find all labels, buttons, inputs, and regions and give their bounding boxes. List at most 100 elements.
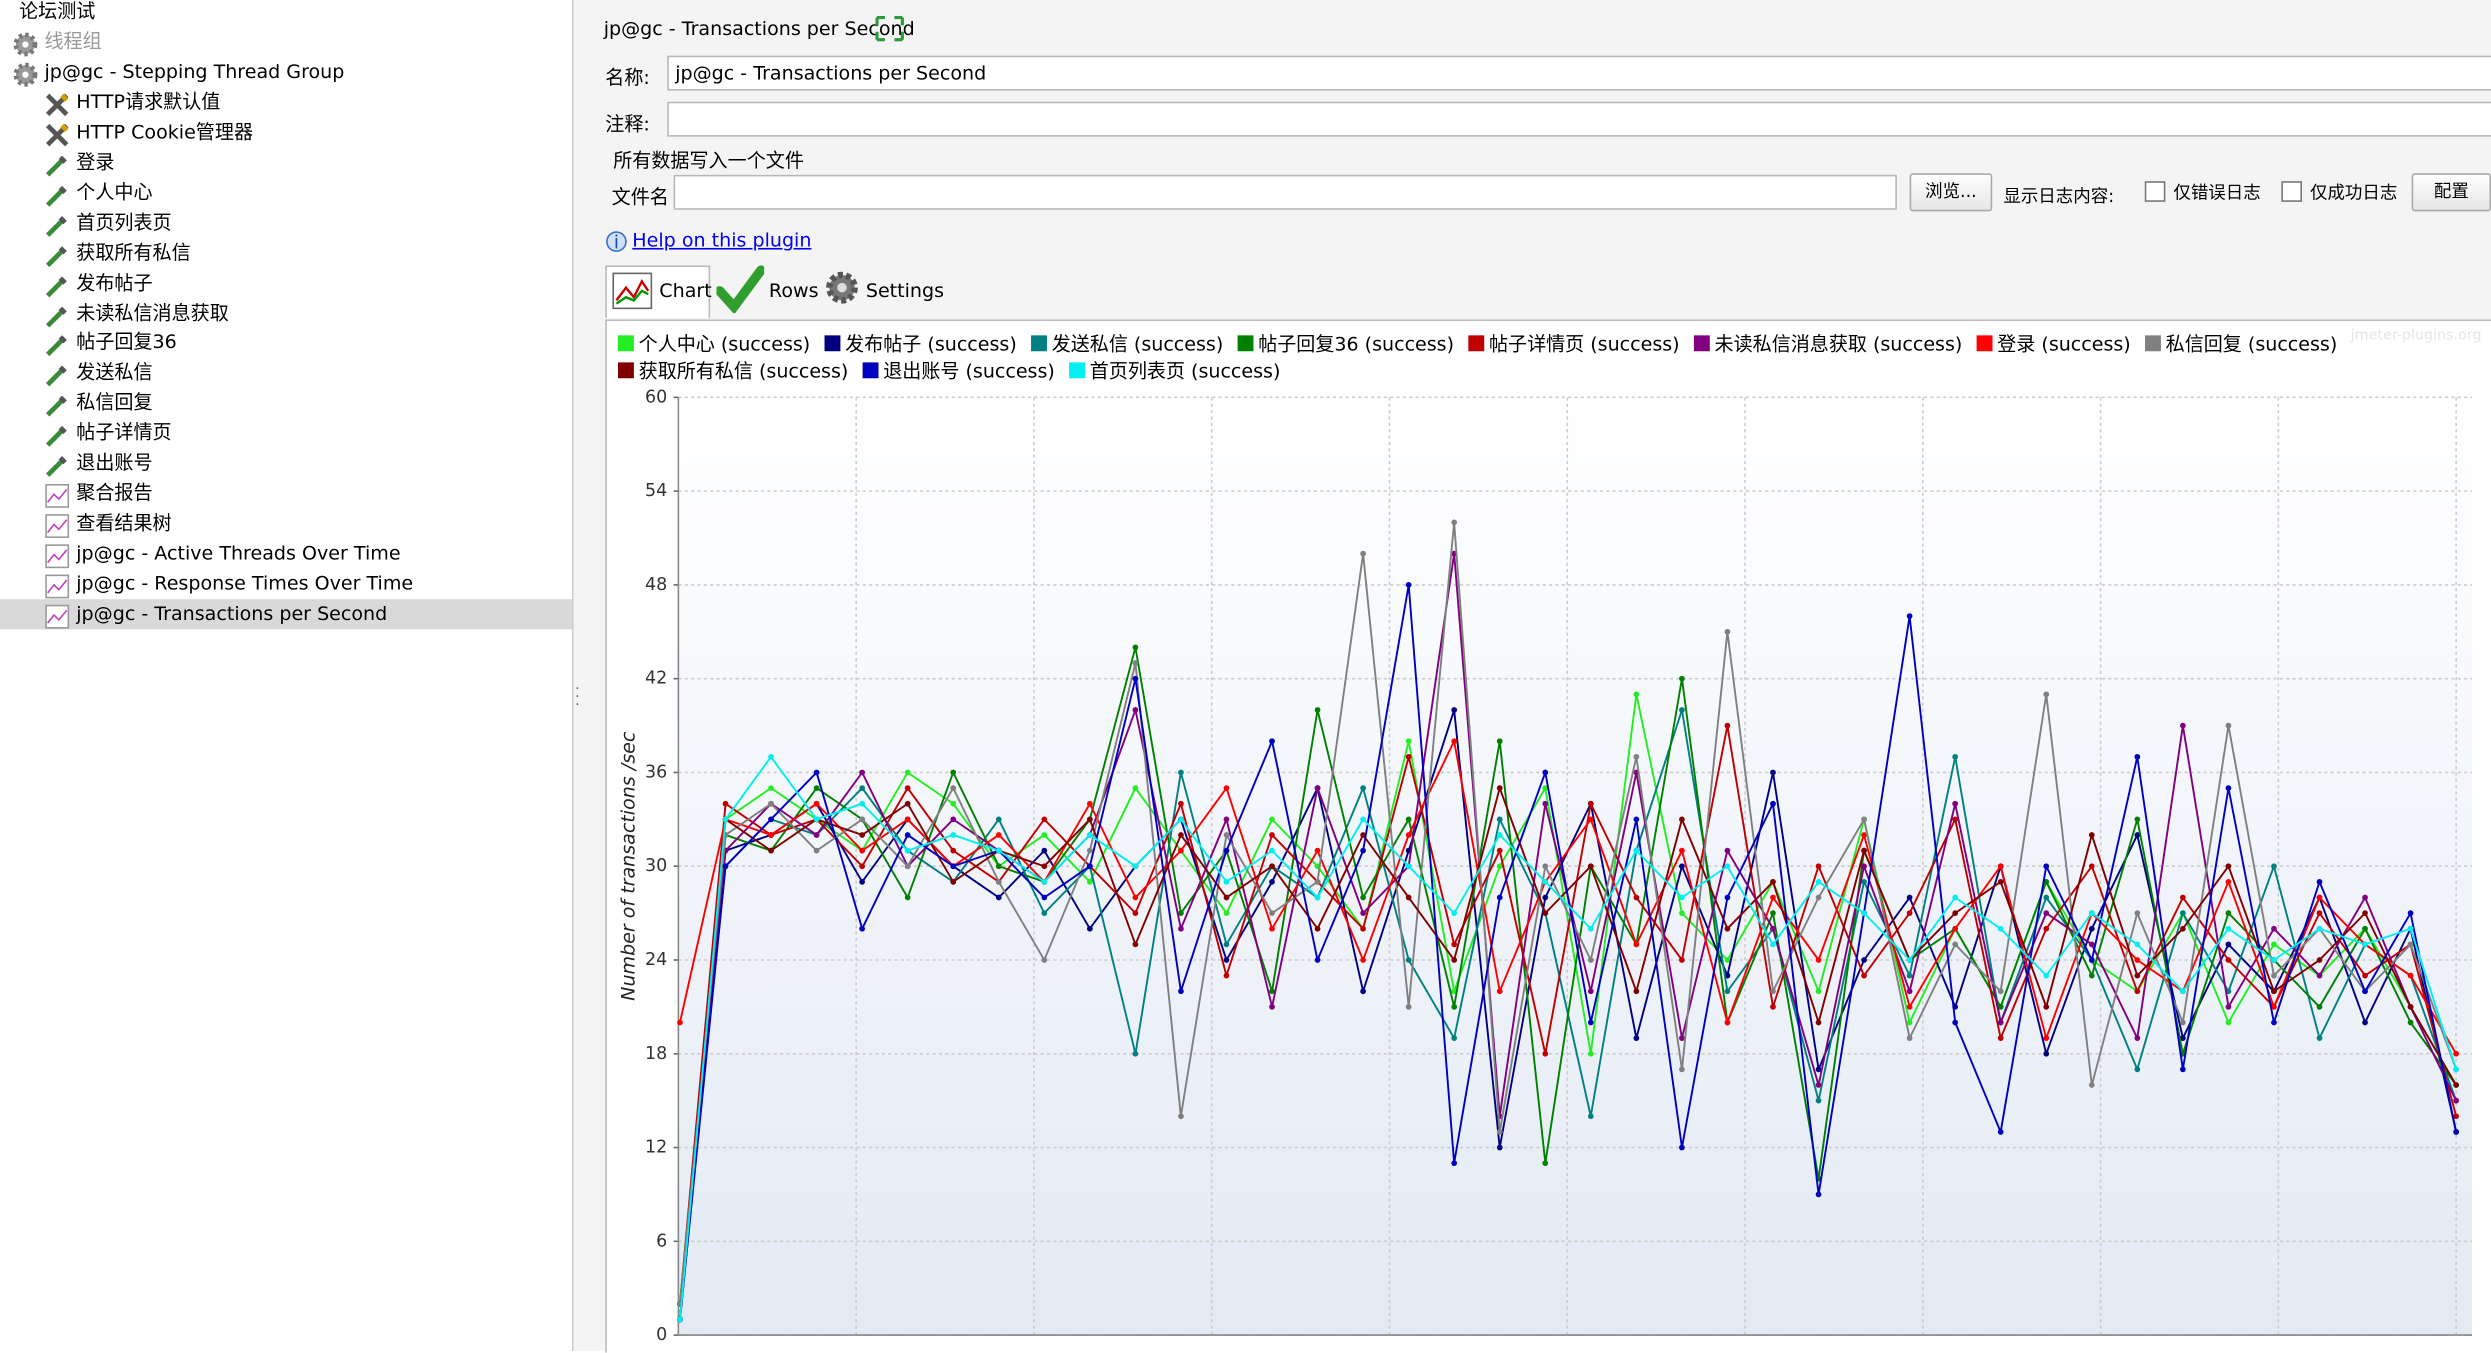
data-point [2180, 910, 2186, 916]
data-point [1086, 847, 1093, 854]
data-point [2043, 691, 2050, 698]
data-point [1587, 1050, 1594, 1057]
data-point [995, 816, 1002, 823]
data-point [2453, 1129, 2459, 1135]
data-point [1724, 847, 1731, 854]
tree-item[interactable]: jp@gc - Transactions per Second [0, 599, 572, 630]
data-point [950, 785, 957, 791]
legend-label: 退出账号 (success) [883, 360, 1055, 382]
tree-item[interactable]: HTTP Cookie管理器 [0, 117, 572, 147]
data-point [2088, 972, 2095, 979]
rows-tab-label[interactable]: Rows [768, 279, 819, 302]
errors-checkbox[interactable] [2144, 181, 2166, 202]
data-point [859, 925, 865, 932]
chart-tab[interactable]: Chart [605, 265, 712, 318]
tree-item[interactable]: 线程组 [0, 27, 572, 57]
tree-item[interactable]: 私信回复 [0, 388, 572, 418]
data-point [1770, 1004, 1776, 1010]
tree-item[interactable]: 查看结果树 [0, 509, 572, 539]
data-point [1952, 800, 1959, 807]
data-point [1496, 738, 1503, 745]
data-point [1679, 910, 1685, 916]
data-point [1861, 847, 1867, 854]
tree-item[interactable]: jp@gc - Active Threads Over Time [0, 539, 572, 569]
tree-item[interactable]: 获取所有私信 [0, 238, 572, 268]
comment-input[interactable] [667, 101, 2491, 137]
series-line [679, 584, 2458, 1320]
tree-item[interactable]: 退出账号 [0, 449, 572, 479]
tree-item[interactable]: 首页列表页 [0, 208, 572, 238]
data-point [904, 894, 911, 901]
legend-label: 私信回复 (success) [2166, 333, 2338, 355]
data-point [1633, 753, 1640, 760]
success-checkbox[interactable] [2281, 181, 2303, 202]
data-point [1223, 894, 1230, 901]
data-point [1997, 878, 2004, 885]
tree-item[interactable]: HTTP请求默认值 [0, 87, 572, 117]
data-point [1132, 910, 1139, 916]
data-point [1906, 957, 1913, 963]
y-tick-label: 30 [645, 856, 667, 876]
legend-swatch [2145, 335, 2161, 352]
tree-item[interactable]: 发送私信 [0, 358, 572, 388]
data-point [995, 832, 1002, 838]
tree-item[interactable]: 发布帖子 [0, 268, 572, 298]
data-point [1178, 1113, 1184, 1120]
data-point [859, 785, 865, 791]
data-point [1496, 1144, 1503, 1151]
tree-item[interactable]: 登录 [0, 147, 572, 177]
data-point [1314, 925, 1321, 932]
data-point [1223, 957, 1230, 963]
file-input[interactable] [673, 174, 1897, 210]
data-point [2362, 941, 2368, 948]
expand-icon[interactable] [875, 15, 904, 42]
success-label: 仅成功日志 [2309, 182, 2398, 204]
data-point [1360, 910, 1366, 916]
browse-button[interactable]: 浏览... [1909, 173, 1993, 212]
data-point [2225, 722, 2232, 729]
tree-label: 退出账号 [76, 451, 153, 475]
series-line [679, 784, 2457, 1320]
data-point [950, 832, 957, 838]
tree-icon [44, 453, 67, 478]
data-point [1633, 988, 1640, 995]
data-point [722, 863, 729, 870]
name-input[interactable]: jp@gc - Transactions per Second [667, 55, 2491, 91]
data-point [2043, 878, 2050, 885]
tree-item[interactable]: 帖子回复36 [0, 328, 572, 358]
configure-button[interactable]: 配置 [2411, 173, 2491, 212]
tree-item[interactable]: 论坛测试 [0, 0, 572, 27]
data-point [1815, 1082, 1822, 1088]
data-point [1496, 832, 1503, 838]
rows-tab-icon [716, 265, 765, 314]
splitter[interactable]: · · · [575, 681, 580, 714]
tree-item[interactable]: 聚合报告 [0, 479, 572, 509]
data-point [768, 832, 774, 838]
settings-tab-label[interactable]: Settings [865, 279, 945, 302]
data-point [1451, 1004, 1458, 1010]
data-point [1861, 972, 1867, 979]
data-point [1132, 863, 1139, 870]
legend-label: 个人中心 (success) [639, 333, 811, 355]
data-point [1815, 957, 1822, 963]
tree-item[interactable]: jp@gc - Response Times Over Time [0, 569, 572, 599]
tree-item[interactable]: 个人中心 [0, 178, 572, 208]
data-point [995, 878, 1002, 885]
help-link[interactable]: Help on this plugin [632, 228, 812, 252]
data-point [1587, 816, 1594, 823]
tree-item[interactable]: 未读私信消息获取 [0, 298, 572, 328]
data-point [2180, 1019, 2186, 1026]
data-point [1132, 941, 1139, 948]
data-point [2225, 925, 2232, 932]
tree-item[interactable]: jp@gc - Stepping Thread Group [0, 57, 572, 87]
y-axis-label: Number of transactions /sec [618, 731, 640, 1001]
tree-item[interactable]: 帖子详情页 [0, 418, 572, 448]
data-point [813, 816, 820, 823]
data-point [2316, 972, 2323, 979]
tree-label: 未读私信消息获取 [76, 301, 229, 324]
data-point [2271, 925, 2277, 932]
data-point [1587, 957, 1594, 963]
data-point [2316, 1035, 2323, 1042]
tree-icon [44, 303, 67, 327]
data-point [1041, 878, 1048, 885]
